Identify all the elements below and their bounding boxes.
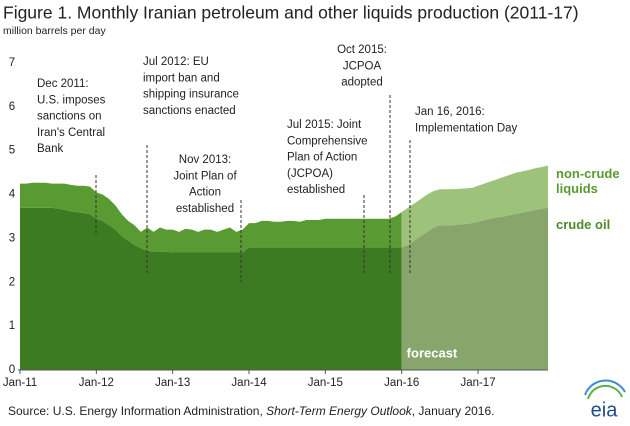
- areas: [20, 165, 548, 370]
- y-tick-label: 7: [9, 57, 15, 69]
- annotation-text: U.S. imposes: [37, 94, 106, 106]
- y-axis-label: million barrels per day: [3, 25, 106, 37]
- annotation-text: Bank: [37, 143, 63, 155]
- annotation-text: sanctions enacted: [143, 105, 236, 117]
- x-tick-label: Jan-16: [384, 377, 419, 389]
- logo-text: eia: [591, 399, 619, 421]
- area: [20, 207, 402, 370]
- annotation-text: (JCPOA): [287, 168, 333, 180]
- logo: eia: [584, 379, 626, 421]
- y-tick-label: 6: [9, 101, 15, 113]
- annotation-text: Comprehensive: [287, 135, 368, 147]
- annotation-text: Jul 2015: Joint: [287, 119, 362, 131]
- annotation-text: established: [287, 184, 345, 196]
- annotation-text: established: [176, 203, 234, 215]
- annotation-text: Jan 16, 2016:: [415, 106, 485, 118]
- area: [401, 207, 548, 370]
- logo-arc: [587, 384, 623, 400]
- annotation-text: Action: [189, 187, 221, 199]
- x-tick-label: Jan-17: [460, 377, 495, 389]
- annotation-text: Jul 2012: EU: [143, 56, 209, 68]
- x-tick-label: Jan-11: [3, 377, 37, 389]
- annotation-text: Oct 2015:: [337, 44, 387, 56]
- y-tick-label: 4: [9, 189, 16, 201]
- annotation-text: shipping insurance: [143, 89, 239, 101]
- y-tick-label: 3: [9, 232, 15, 244]
- annotation-text: Plan of Action: [287, 152, 357, 164]
- annotation-text: import ban and: [143, 72, 220, 84]
- y-tick-label: 2: [9, 276, 15, 288]
- annotation-text: adopted: [341, 77, 383, 89]
- y-tick-label: 1: [9, 320, 15, 332]
- annotation-text: JCPOA: [343, 60, 382, 72]
- chart-title: Figure 1. Monthly Iranian petroleum and …: [3, 3, 579, 23]
- area: [20, 182, 402, 253]
- y-tick-label: 5: [9, 145, 15, 157]
- x-tick-label: Jan-13: [155, 377, 190, 389]
- source: Source: U.S. Energy Information Administ…: [8, 404, 494, 418]
- annotation-text: Joint Plan of: [173, 170, 237, 182]
- logo-arc: [584, 379, 626, 396]
- annotation-text: Dec 2011:: [37, 78, 89, 90]
- x-tick-label: Jan-12: [79, 377, 114, 389]
- legend-label: crude oil: [556, 217, 611, 232]
- annotation-text: Nov 2013:: [179, 154, 231, 166]
- forecast-label: forecast: [407, 345, 458, 360]
- x-tick-label: Jan-14: [231, 377, 267, 389]
- x-tick-label: Jan-15: [308, 377, 343, 389]
- annotation-text: Iran's Central: [37, 127, 105, 139]
- y-tick-label: 0: [9, 364, 15, 376]
- annotation-text: Implementation Day: [415, 122, 518, 134]
- source-part: Source: U.S. Energy Information Administ…: [8, 404, 266, 418]
- legend-label: non-crude liquids: [556, 166, 620, 196]
- annotation-text: sanctions on: [37, 111, 102, 123]
- source-part: Short-Term Energy Outlook: [266, 404, 413, 418]
- source-part: , January 2016.: [412, 404, 495, 418]
- area: [401, 165, 548, 248]
